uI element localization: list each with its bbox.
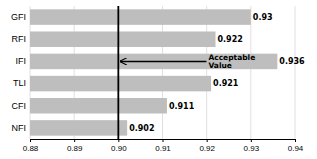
bars (30, 9, 277, 135)
x-tick: 0.94 (288, 139, 304, 153)
y-tick-label: IFI (16, 56, 27, 66)
grid-line (74, 6, 75, 139)
annotation-arrow (120, 61, 206, 63)
y-tick: CFI (12, 101, 31, 111)
x-tick-mark (163, 139, 164, 142)
data-label: 0.93 (253, 13, 273, 22)
grid-line (162, 6, 163, 139)
x-tick-label: 0.89 (67, 144, 83, 153)
grid-line (250, 6, 251, 139)
bar (30, 120, 127, 136)
y-tick-label: NFI (12, 123, 27, 133)
y-tick-label: GFI (11, 12, 26, 22)
x-tick-label: 0.91 (155, 144, 171, 153)
data-label: 0.936 (279, 57, 305, 66)
y-tick: RFI (12, 34, 31, 44)
x-tick-mark (251, 139, 252, 142)
bar (30, 76, 211, 92)
plot: 0.88 0.89 0.90 0.91 0.92 0.93 0.94 GFI RFI IFI TLI… (11, 6, 305, 153)
y-tick-label: CFI (12, 101, 27, 111)
x-tick: 0.90 (111, 139, 127, 153)
data-label: 0.911 (169, 102, 195, 111)
grid-line (118, 6, 119, 139)
y-tick: IFI (16, 56, 31, 66)
bar (30, 31, 216, 47)
x-tick-label: 0.90 (111, 144, 127, 153)
x-axis-line (31, 140, 296, 143)
x-tick: 0.88 (23, 139, 39, 153)
bar (30, 54, 277, 70)
bar (30, 98, 167, 114)
bar (30, 9, 251, 25)
grid-line (30, 6, 31, 139)
chart: 0.88 0.89 0.90 0.91 0.92 0.93 0.94 GFI RFI IFI TLI… (0, 0, 317, 159)
reference-line (117, 6, 119, 139)
data-labels: 0.93 0.922 0.936 0.921 0.911 0.902 (129, 13, 305, 133)
x-tick-mark (295, 139, 296, 142)
x-tick-label: 0.94 (288, 144, 304, 153)
x-tick-mark (74, 139, 75, 142)
x-tick: 0.91 (155, 139, 171, 153)
data-label: 0.902 (129, 124, 154, 133)
data-label: 0.921 (213, 79, 239, 88)
y-tick-label: RFI (12, 34, 27, 44)
grid-line (295, 6, 296, 139)
x-tick: 0.93 (244, 139, 260, 153)
x-tick-label: 0.88 (23, 144, 39, 153)
y-tick: TLI (13, 78, 30, 88)
x-tick-label: 0.92 (199, 144, 215, 153)
y-axis: GFI RFI IFI TLI CFI NFI (11, 12, 30, 133)
x-tick-mark (30, 139, 31, 142)
x-axis: 0.88 0.89 0.90 0.91 0.92 0.93 0.94 (23, 139, 304, 153)
x-tick-mark (118, 139, 119, 142)
y-tick: NFI (12, 123, 31, 133)
grid (30, 6, 295, 139)
grid-line (206, 6, 207, 139)
x-tick-label: 0.93 (244, 144, 260, 153)
y-tick: GFI (11, 12, 30, 22)
y-tick-label: TLI (13, 78, 26, 88)
x-tick: 0.89 (67, 139, 83, 153)
data-label: 0.922 (218, 35, 243, 44)
x-tick: 0.92 (199, 139, 215, 153)
x-tick-mark (207, 139, 208, 142)
annotation: AcceptableValue (208, 53, 255, 71)
